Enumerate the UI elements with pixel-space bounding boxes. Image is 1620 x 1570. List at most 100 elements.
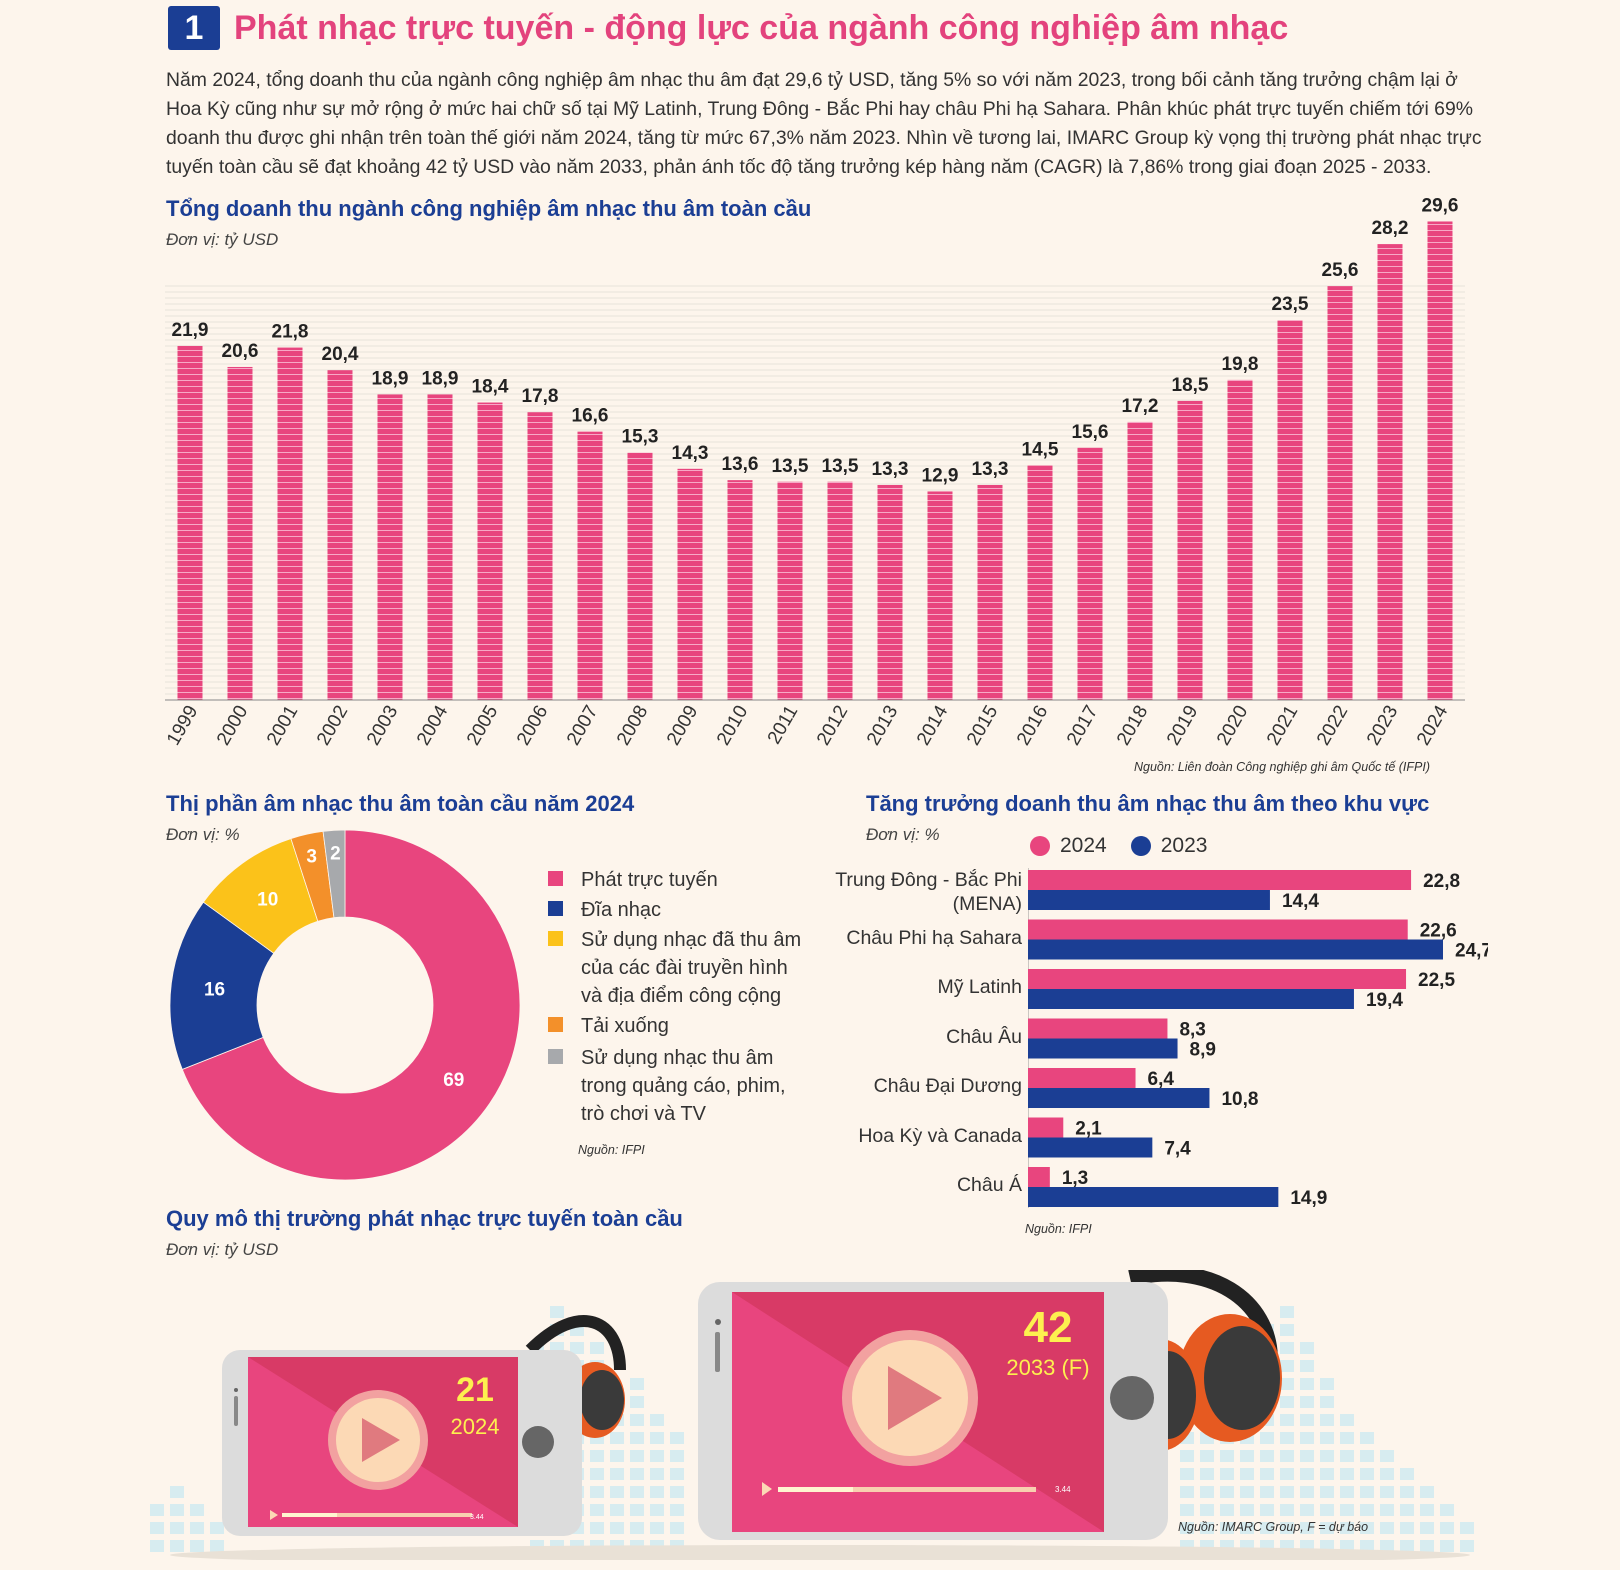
region-category-labels: Trung Đông - Bắc Phi (MENA) Châu Phi hạ S… [800,868,1022,1208]
market-size-title: Quy mô thị trường phát nhạc trực tuyến t… [166,1206,683,1231]
equalizer-block [1300,1360,1314,1372]
bar-2017 [1077,447,1103,700]
equalizer-block [610,1522,624,1534]
equalizer-block [1280,1360,1294,1372]
share-chart-unit: Đơn vị: % [166,825,240,844]
bar-2013 [877,484,903,700]
market-source: Nguồn: IMARC Group, F = dự báo [1178,1520,1369,1534]
region-bar-value: 6,4 [1148,1069,1175,1090]
donut-slice-label: 2 [330,843,341,864]
equalizer-block [1200,1468,1214,1480]
revenue-chart-source: Nguồn: Liên đoàn Công nghiệp ghi âm Quốc… [1134,760,1431,774]
equalizer-block [1260,1450,1274,1462]
bar-2015 [977,484,1003,700]
revenue-bar-chart: 21,9 1999 20,6 2000 21,8 2001 20,4 2002 18,9 2003… [163,195,1465,749]
bar-2023 [1377,244,1403,700]
bar-value-label: 17,2 [1122,396,1159,417]
bar-2005 [477,402,503,700]
equalizer-block [590,1342,604,1354]
equalizer-block [1320,1486,1334,1498]
equalizer-block [190,1504,204,1516]
region-bar-2024 [1028,1167,1050,1187]
equalizer-block [570,1342,584,1354]
equalizer-block [1380,1486,1394,1498]
bar-value-label: 13,3 [872,459,909,480]
revenue-chart-gridlines [165,285,1465,701]
equalizer-block [1360,1486,1374,1498]
x-tick-label: 2011 [764,702,803,748]
equalizer-block [1300,1468,1314,1480]
equalizer-block [1340,1450,1354,1462]
equalizer-block [1180,1522,1194,1534]
donut-slice-label: 16 [204,980,225,1001]
bar-2008 [627,452,653,700]
region-bar-2024 [1028,919,1408,940]
x-tick-label: 2019 [1163,702,1202,749]
bar-value-label: 13,6 [722,454,759,475]
region-bar-value: 2,1 [1075,1119,1102,1140]
bar-value-label: 15,3 [622,427,659,448]
legend-swatch [548,871,563,886]
market-value-2033: 42 [1024,1303,1073,1352]
equalizer-block [170,1486,184,1498]
region-bar-2023 [1028,939,1443,960]
equalizer-block [1240,1504,1254,1516]
bar-2010 [727,480,753,700]
x-tick-label: 2015 [963,702,1002,749]
equalizer-block [1300,1414,1314,1426]
equalizer-block [170,1504,184,1516]
bar-2022 [1327,286,1353,700]
bar-2012 [827,481,853,700]
bar-2020 [1227,379,1253,700]
equalizer-block [1260,1504,1274,1516]
region-category-label: Châu Âu [946,1025,1022,1048]
legend-dot-2023 [1130,836,1151,856]
x-tick-label: 2003 [363,702,402,749]
bar-2021 [1277,320,1303,700]
equalizer-block [630,1450,644,1462]
legend-item-downloads: Tải xuống [548,1012,811,1040]
bar-value-label: 29,6 [1422,195,1459,216]
equalizer-block [650,1522,664,1534]
region-bar-2024 [1028,1068,1136,1088]
bar-value-label: 20,4 [322,344,359,365]
equalizer-block [1280,1414,1294,1426]
region-category-label: Trung Đông - Bắc Phi (MENA) [835,869,1022,915]
x-tick-label: 2021 [1263,702,1302,749]
bar-2019 [1177,400,1203,700]
equalizer-block [1300,1504,1314,1516]
x-tick-label: 2018 [1113,702,1152,749]
equalizer-block [1280,1468,1294,1480]
equalizer-block [1280,1450,1294,1462]
equalizer-block [1180,1504,1194,1516]
equalizer-block [1320,1396,1334,1408]
equalizer-block [650,1432,664,1444]
equalizer-block [150,1504,164,1516]
equalizer-block [1220,1522,1234,1534]
x-tick-label: 2023 [1363,702,1402,749]
equalizer-block [1440,1522,1454,1534]
equalizer-block [1280,1324,1294,1336]
equalizer-block [630,1414,644,1426]
legend-label-2024: 2024 [1060,834,1107,857]
x-tick-label: 2022 [1313,702,1352,749]
donut-slice [181,829,521,1181]
bar-value-label: 13,5 [822,456,859,477]
equalizer-block [1320,1432,1334,1444]
equalizer-block [1280,1342,1294,1354]
x-tick-label: 2014 [913,702,953,749]
bar-2004 [427,394,453,700]
equalizer-block [1380,1540,1394,1552]
equalizer-block [1280,1432,1294,1444]
legend-swatch [548,1049,563,1064]
equalizer-block [210,1540,224,1552]
equalizer-block [1180,1450,1194,1462]
region-bar-value: 19,4 [1366,990,1403,1011]
equalizer-block [150,1540,164,1552]
equalizer-block [670,1432,684,1444]
equalizer-block [1200,1486,1214,1498]
equalizer-block [1320,1468,1334,1480]
region-bar-value: 22,6 [1420,921,1457,942]
equalizer-block [630,1504,644,1516]
equalizer-block [610,1468,624,1480]
